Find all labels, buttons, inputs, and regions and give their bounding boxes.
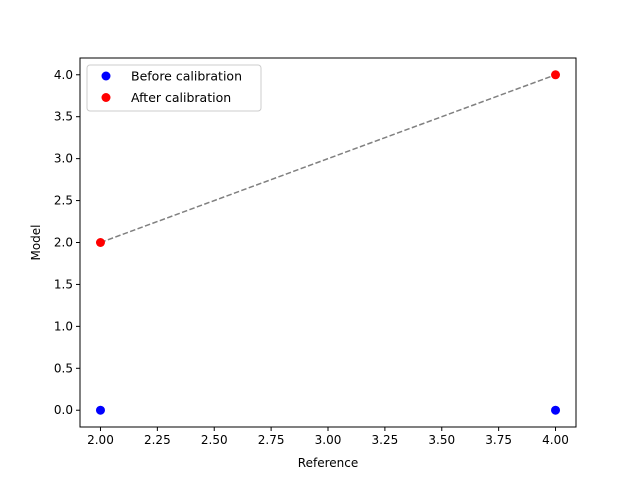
x-axis-ticks: 2.00 2.25 2.50 2.75 3.00 3.25 3.50 3.75 4.00 xyxy=(87,427,569,447)
legend-marker xyxy=(101,93,111,102)
y-axis-ticks: 0.0 0.5 1.0 1.5 2.0 2.5 3.0 3.5 4.0 xyxy=(54,68,80,417)
x-tick-label: 2.00 xyxy=(87,433,114,447)
plot-marks xyxy=(95,70,561,415)
legend-marker xyxy=(101,71,111,81)
after-calibration-point xyxy=(95,238,105,247)
y-tick-label: 0.5 xyxy=(54,361,73,375)
x-tick-label: 4.00 xyxy=(542,433,569,447)
y-tick-label: 3.5 xyxy=(54,110,73,124)
y-tick-label: 1.5 xyxy=(54,277,73,291)
y-axis-label: Model xyxy=(29,224,43,260)
y-tick-label: 2.0 xyxy=(54,236,73,250)
legend: Before calibration After calibration xyxy=(86,64,262,112)
legend-box xyxy=(86,64,262,112)
x-tick-label: 3.75 xyxy=(485,433,512,447)
x-axis-label: Reference xyxy=(298,456,358,470)
legend-label: After calibration xyxy=(131,90,231,105)
legend-label: Before calibration xyxy=(131,69,242,84)
x-tick-label: 3.00 xyxy=(315,433,342,447)
y-tick-label: 4.0 xyxy=(54,68,73,82)
x-tick-label: 2.50 xyxy=(201,433,228,447)
y-tick-label: 3.0 xyxy=(54,152,73,166)
before-calibration-point xyxy=(551,405,561,415)
reference-dashed-line xyxy=(100,74,556,244)
y-tick-label: 0.0 xyxy=(54,403,73,417)
x-tick-label: 3.25 xyxy=(372,433,399,447)
before-calibration-point xyxy=(95,405,105,415)
x-tick-label: 2.25 xyxy=(144,433,171,447)
x-tick-label: 2.75 xyxy=(258,433,285,447)
x-tick-label: 3.50 xyxy=(428,433,455,447)
y-tick-label: 2.5 xyxy=(54,194,73,208)
y-tick-label: 1.0 xyxy=(54,319,73,333)
after-calibration-point xyxy=(551,70,561,80)
